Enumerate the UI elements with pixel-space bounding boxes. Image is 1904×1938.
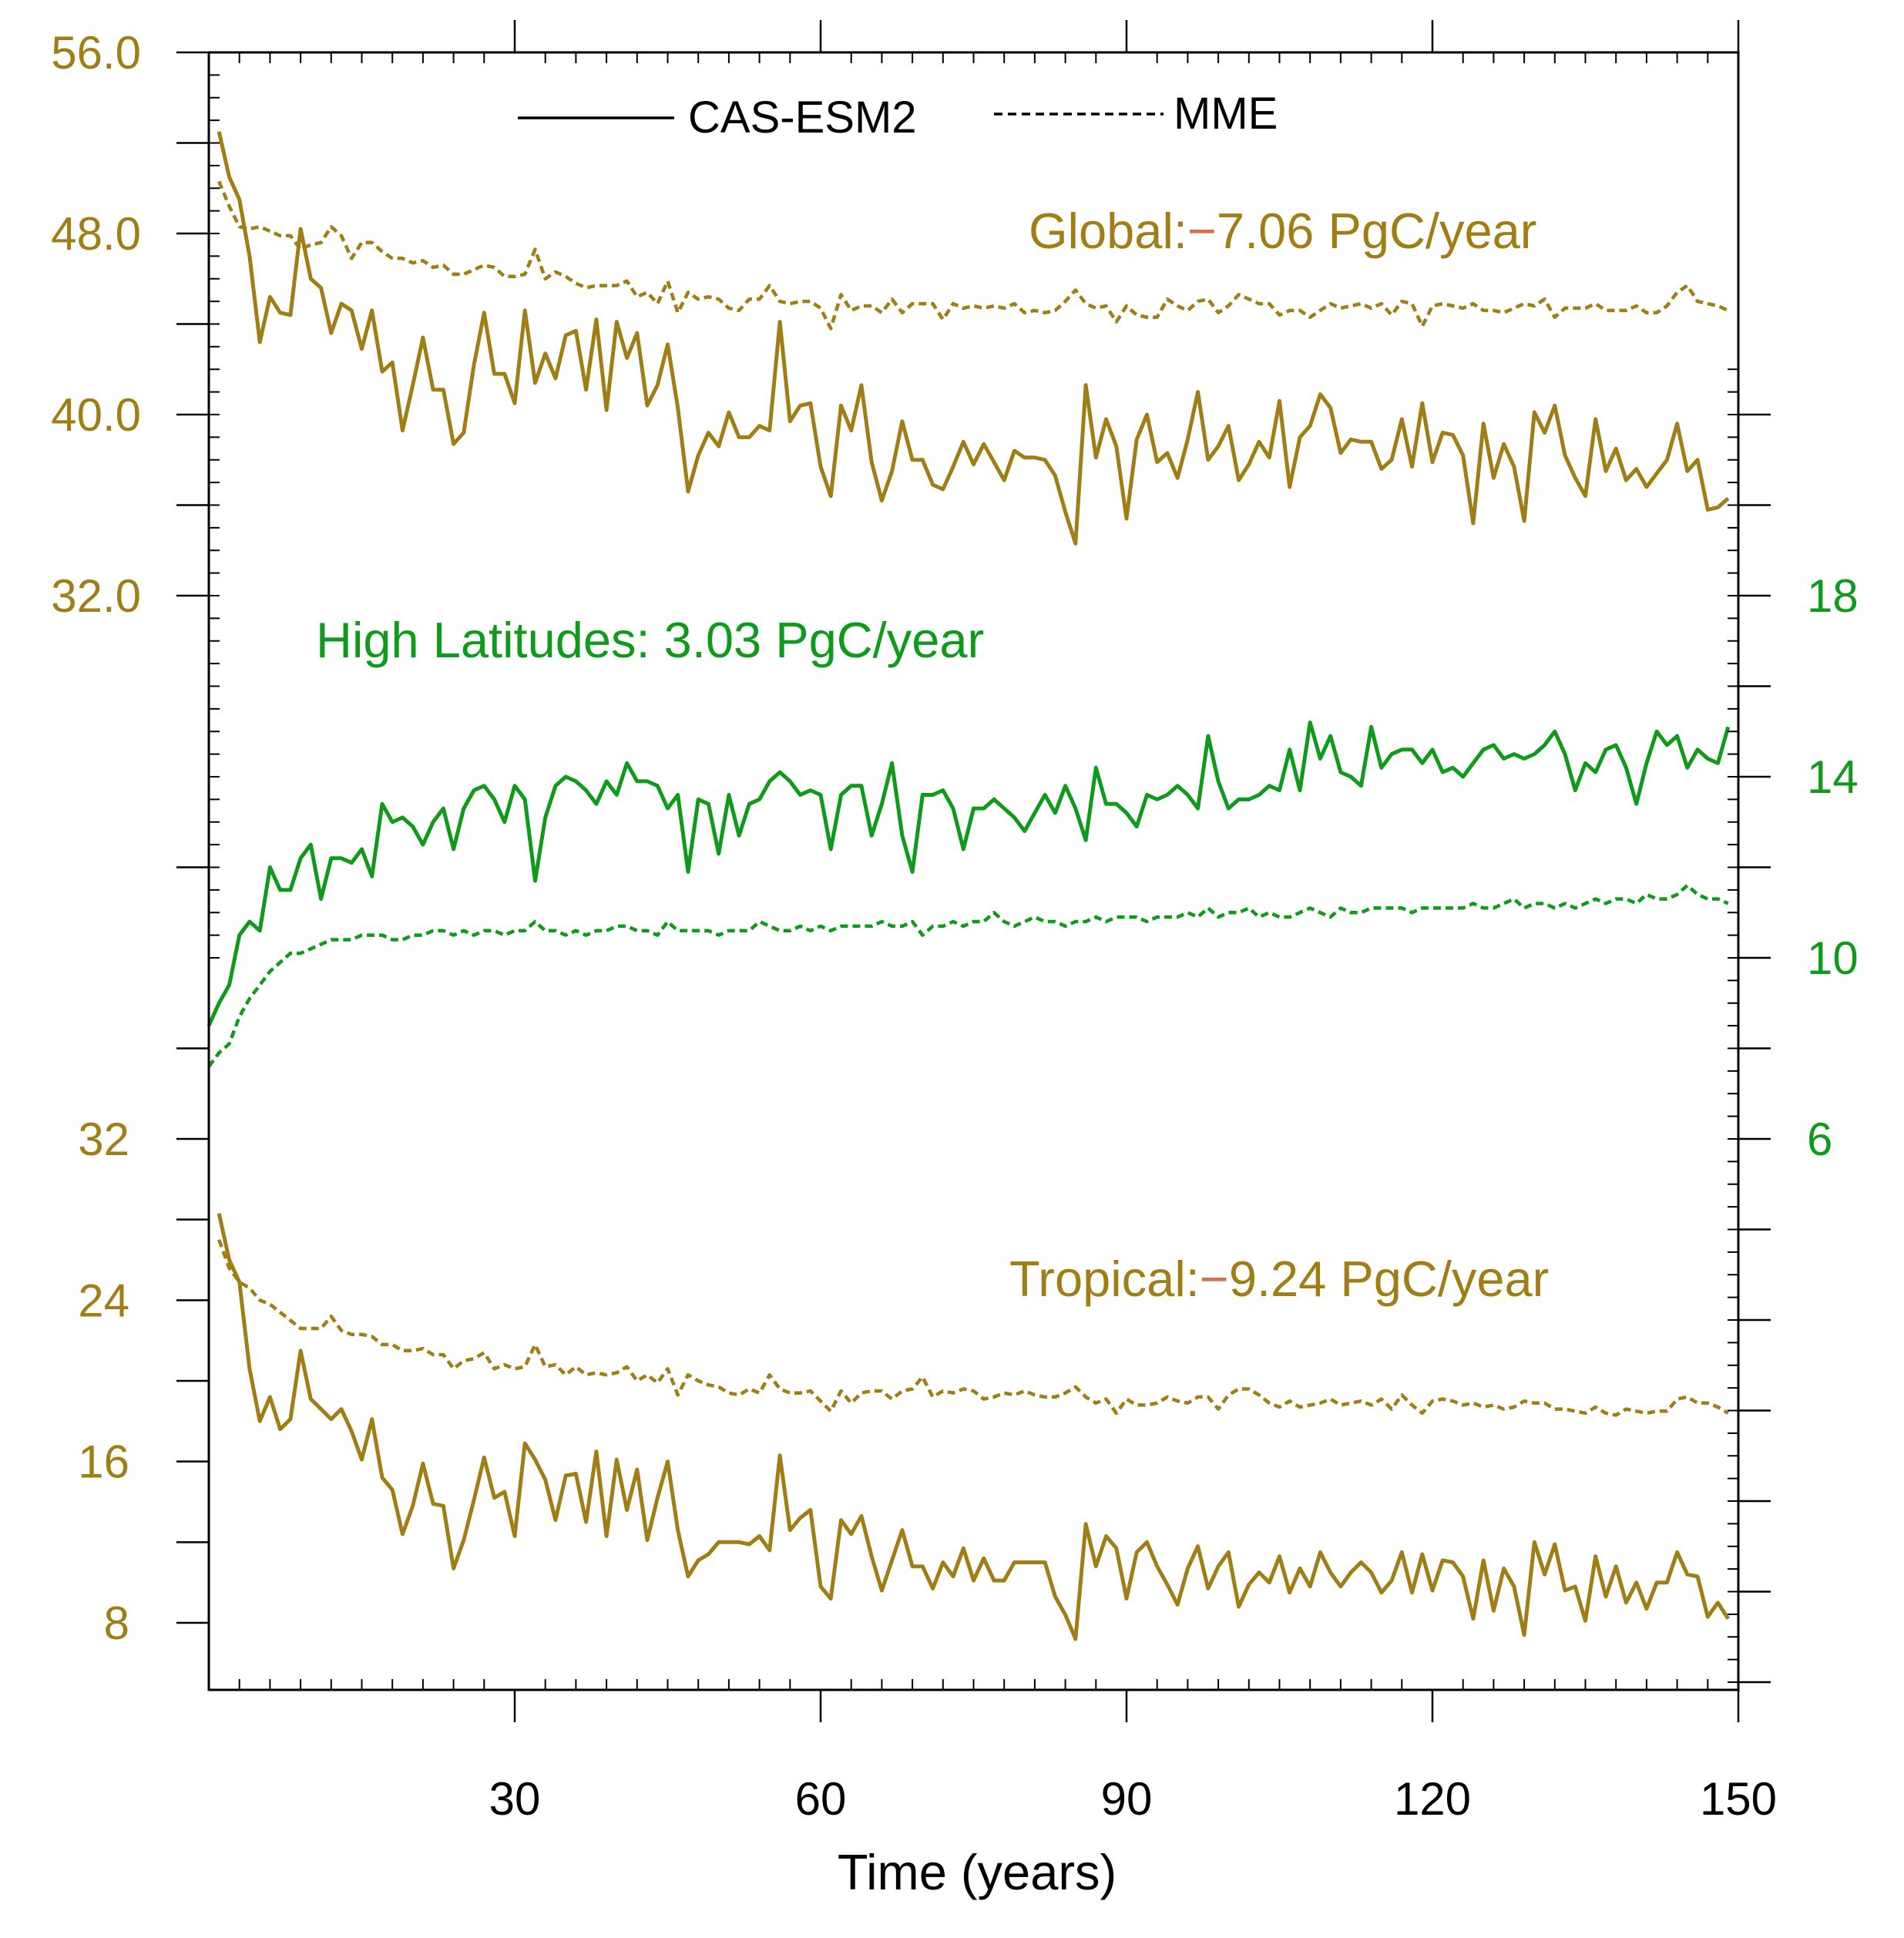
y-tick-label-high-latitudes: 18 bbox=[1807, 570, 1859, 622]
x-tick-label: 150 bbox=[1700, 1773, 1777, 1825]
annotation-global-minus: − bbox=[1187, 203, 1217, 259]
legend: CAS-ESM2 MME bbox=[518, 89, 1278, 143]
annotation-tropical-name: Tropical: bbox=[1009, 1251, 1200, 1307]
x-tick-label: 120 bbox=[1394, 1773, 1471, 1825]
legend-label-cas-esm2: CAS-ESM2 bbox=[688, 92, 917, 143]
label-layer: 56.0 48.0 40.0 32.0 32 24 16 8 18 14 10 6 30 60 90 120 1… bbox=[51, 27, 1859, 1825]
x-tick-label: 90 bbox=[1101, 1773, 1153, 1825]
x-axis-title: Time (years) bbox=[838, 1844, 1117, 1900]
y-tick-label-tropical: 32 bbox=[78, 1113, 129, 1165]
y-tick-label-tropical: 24 bbox=[78, 1275, 129, 1326]
annotation-tropical: Tropical:−9.24 PgC/year bbox=[1009, 1251, 1549, 1307]
series-tropical-mme bbox=[217, 1239, 1729, 1417]
plot-frame bbox=[207, 51, 1740, 1691]
y-tick-label-tropical: 16 bbox=[78, 1436, 129, 1488]
x-tick-label: 30 bbox=[489, 1773, 541, 1825]
series-layer bbox=[207, 131, 1731, 1641]
annotation-global-value: 7.06 PgC/year bbox=[1217, 203, 1537, 259]
annotation-global-name: Global: bbox=[1029, 203, 1187, 259]
tick-layer bbox=[176, 20, 1771, 1722]
y-tick-label-tropical: 8 bbox=[104, 1597, 129, 1649]
series-global-mme bbox=[217, 180, 1729, 331]
y-tick-label-high-latitudes: 6 bbox=[1807, 1113, 1832, 1165]
y-tick-label-high-latitudes: 10 bbox=[1807, 932, 1859, 984]
series-high-mme bbox=[207, 883, 1729, 1068]
legend-label-mme: MME bbox=[1174, 89, 1278, 139]
series-high-cas-esm2 bbox=[207, 720, 1731, 1027]
annotation-high-latitudes: High Latitudes: 3.03 PgC/year bbox=[316, 612, 984, 668]
y-tick-label-global: 56.0 bbox=[51, 27, 141, 79]
series-global-cas-esm2 bbox=[217, 131, 1730, 546]
annotation-tropical-value: 9.24 PgC/year bbox=[1229, 1251, 1550, 1307]
y-tick-label-high-latitudes: 14 bbox=[1807, 751, 1859, 803]
annotation-global: Global:−7.06 PgC/year bbox=[1029, 203, 1536, 259]
y-tick-label-global: 40.0 bbox=[51, 389, 141, 441]
series-tropical-cas-esm2 bbox=[217, 1213, 1730, 1641]
y-tick-label-global: 32.0 bbox=[51, 570, 141, 622]
y-tick-label-global: 48.0 bbox=[51, 208, 141, 260]
x-tick-label: 60 bbox=[795, 1773, 847, 1825]
annotation-tropical-minus: − bbox=[1200, 1251, 1229, 1307]
